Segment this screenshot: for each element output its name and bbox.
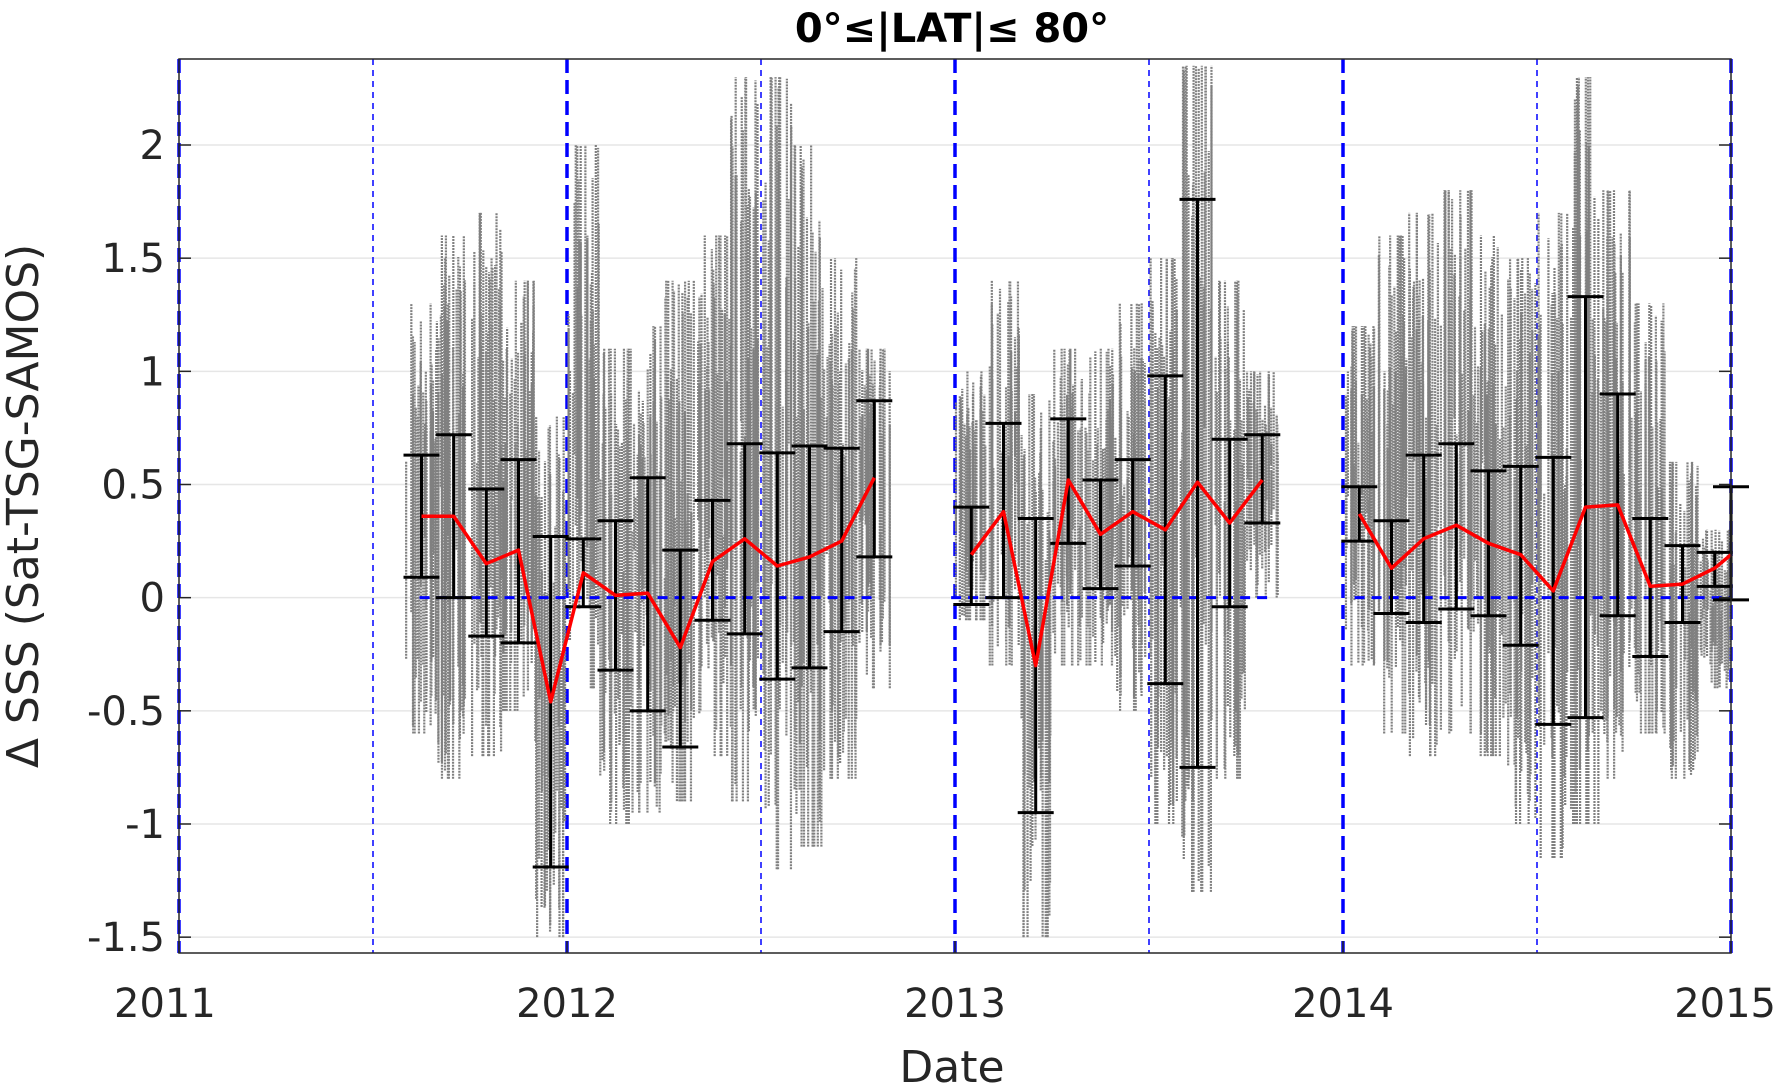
chart-title: 0°≤|LAT|≤ 80° [795,6,1109,53]
y-axis-ticks: -1.5 -1 -0.5 0 0.5 1 1.5 2 [87,123,1731,961]
x-tick-label-3: 2014 [1292,981,1394,1027]
y-tick-label-4: 0.5 [101,462,165,508]
x-axis-ticks: 2011 2012 2013 2014 2015 [114,941,1776,1027]
mean-line-segment-1 [969,478,1264,668]
y-tick-label-5: 1 [140,349,165,395]
y-tick-label-3: 0 [140,576,165,622]
y-tick-label-0: -1.5 [87,915,165,961]
y-tick-label-7: 2 [140,123,165,169]
y-axis-label: Δ SSS (Sat-TSG-SAMOS) [0,244,49,768]
y-tick-label-6: 1.5 [101,236,165,282]
x-tick-label-4: 2015 [1674,981,1776,1027]
x-tick-label-2: 2013 [904,981,1006,1027]
mean-line [421,476,1733,704]
y-tick-label-1: -1 [125,802,165,848]
mean-line-segment-0 [421,476,876,704]
x-tick-label-0: 2011 [114,981,216,1027]
mean-line-segment-2 [1357,503,1733,593]
x-tick-label-1: 2012 [516,981,618,1027]
x-axis-label: Date [899,1042,1004,1087]
y-tick-label-2: -0.5 [87,689,165,735]
